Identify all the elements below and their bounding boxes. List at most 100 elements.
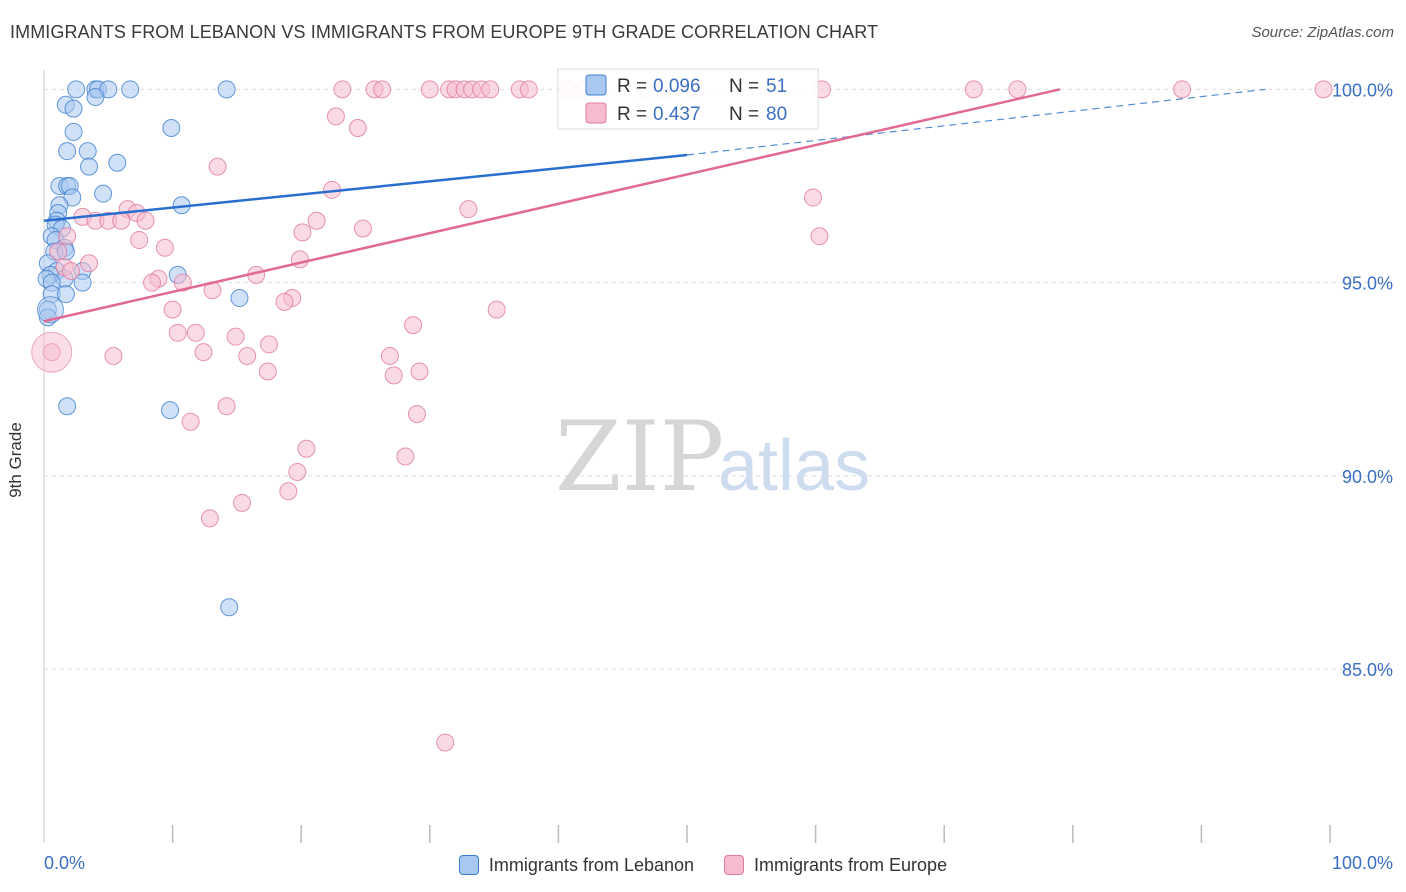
europe-point	[404, 316, 423, 335]
europe-point	[233, 493, 252, 512]
europe-point	[136, 211, 155, 230]
europe-point	[804, 188, 823, 207]
europe-point	[49, 242, 68, 261]
legend-item-europe[interactable]: Immigrants from Europe	[724, 855, 947, 876]
y-tick-label: 90.0%	[1342, 467, 1393, 487]
lebanon-point	[162, 118, 181, 137]
lebanon-point	[161, 401, 180, 420]
lebanon-point	[108, 153, 127, 172]
europe-point	[420, 80, 439, 99]
source-credit: Source: ZipAtlas.com	[1251, 24, 1394, 41]
europe-point	[168, 323, 187, 342]
stats-n-label: N =	[729, 104, 759, 125]
europe-point	[155, 238, 174, 257]
europe-point	[58, 227, 77, 246]
chart-title: IMMIGRANTS FROM LEBANON VS IMMIGRANTS FR…	[10, 22, 879, 42]
lebanon-trend-extension	[686, 88, 1266, 156]
europe-point	[194, 343, 213, 362]
europe-point	[186, 323, 205, 342]
europe-point	[275, 292, 294, 311]
stats-n-value: 80	[766, 104, 787, 125]
stats-n-value: 51	[766, 76, 787, 97]
legend-label-europe: Immigrants from Europe	[754, 854, 948, 875]
europe-point	[163, 300, 182, 319]
europe-point	[208, 157, 227, 176]
axes	[43, 70, 1331, 843]
lebanon-point	[78, 142, 97, 161]
europe-trend-line	[43, 88, 1061, 323]
tick-labels: 85.0% 90.0% 95.0% 100.0% 0.0% 100.0%	[44, 80, 1393, 873]
europe-point	[326, 107, 345, 126]
europe-point	[1008, 80, 1027, 99]
europe-point	[293, 223, 312, 242]
stats-r-value: 0.437	[653, 104, 701, 125]
lebanon-point	[58, 142, 77, 161]
europe-point	[226, 327, 245, 346]
europe-point	[80, 254, 99, 273]
lebanon-point	[58, 397, 77, 416]
europe-point	[459, 200, 478, 219]
europe-point	[1173, 80, 1192, 99]
stats-box: R = 0.096 N = 51 R = 0.437 N = 80	[557, 68, 819, 130]
europe-point	[810, 227, 829, 246]
europe-point	[373, 80, 392, 99]
watermark-atlas: atlas	[718, 426, 870, 506]
stats-r-label: R =	[617, 104, 647, 125]
europe-point	[487, 300, 506, 319]
legend-swatch-lebanon	[458, 855, 479, 875]
europe-point	[407, 404, 426, 423]
europe-point	[130, 231, 149, 250]
x-tick-label: 0.0%	[44, 853, 85, 873]
gridlines	[44, 88, 1392, 670]
europe-point	[181, 412, 200, 431]
europe-point	[297, 439, 316, 458]
europe-point	[380, 347, 399, 366]
lebanon-point	[67, 80, 86, 99]
lebanon-point	[217, 80, 236, 99]
lebanon-point	[94, 184, 113, 203]
lebanon-point	[230, 289, 249, 308]
lebanon-point	[36, 296, 64, 324]
europe-point	[519, 80, 538, 99]
europe-point	[307, 211, 326, 230]
y-tick-label: 95.0%	[1342, 274, 1393, 294]
lebanon-point	[86, 88, 105, 107]
lebanon-point	[73, 273, 92, 292]
lebanon-point	[121, 80, 140, 99]
lebanon-point	[220, 598, 239, 617]
europe-point	[410, 362, 429, 381]
legend-swatch-europe	[724, 855, 745, 875]
stats-swatch	[585, 74, 607, 96]
y-tick-label: 100.0%	[1332, 80, 1393, 100]
europe-point	[258, 362, 277, 381]
stats-n-label: N =	[729, 76, 759, 97]
stats-r-label: R =	[617, 76, 647, 97]
legend: Immigrants from Lebanon Immigrants from …	[0, 850, 1406, 880]
europe-point	[143, 273, 162, 292]
europe-point	[62, 261, 81, 280]
trend-lines	[43, 88, 1266, 323]
europe-point	[396, 447, 415, 466]
europe-point	[1314, 80, 1333, 99]
europe-point	[333, 80, 352, 99]
europe-point	[104, 347, 123, 366]
lebanon-point	[64, 99, 83, 118]
europe-point	[348, 118, 367, 137]
europe-point	[436, 733, 455, 752]
europe-point	[200, 509, 219, 528]
legend-item-lebanon[interactable]: Immigrants from Lebanon	[458, 855, 694, 876]
watermark-zip: ZIP	[555, 401, 724, 513]
europe-point	[260, 335, 279, 354]
europe-point	[279, 482, 298, 501]
lebanon-point	[64, 122, 83, 141]
europe-point	[288, 462, 307, 481]
stats-swatch	[585, 102, 607, 124]
x-tick-label: 100.0%	[1332, 853, 1393, 873]
europe-point	[384, 366, 403, 385]
lebanon-trend-line	[43, 153, 688, 222]
europe-point	[112, 211, 131, 230]
y-tick-label: 85.0%	[1342, 660, 1393, 680]
stats-r-value: 0.096	[653, 76, 701, 97]
lebanon-point	[56, 285, 75, 304]
